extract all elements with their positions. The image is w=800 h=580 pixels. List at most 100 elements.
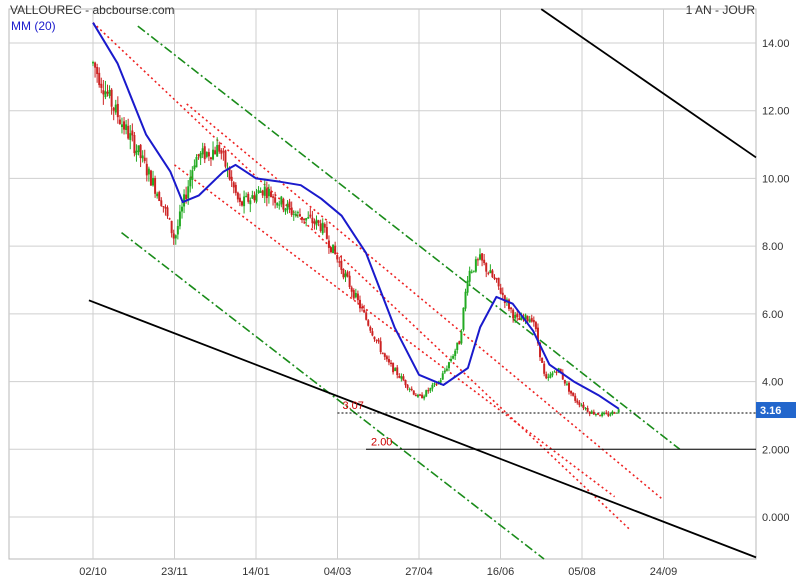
candle-body [123, 121, 126, 130]
candle-body [377, 339, 380, 342]
candle [139, 144, 142, 168]
candle-body [94, 62, 97, 68]
candle [580, 403, 583, 407]
candle [485, 262, 488, 278]
candle-body [356, 293, 359, 301]
candle [454, 348, 457, 360]
candle [532, 316, 535, 327]
candle [381, 352, 384, 355]
x-axis: 02/10 23/11 14/01 04/03 27/04 16/06 05/08 24/09 [79, 566, 677, 578]
candle [421, 392, 424, 399]
candle [470, 269, 473, 274]
candle-body [241, 201, 244, 206]
candle-body [404, 379, 407, 386]
candle-body [385, 356, 388, 360]
candle-body [551, 373, 554, 376]
candle [452, 354, 455, 360]
candle-body [371, 331, 374, 336]
candle [418, 393, 421, 397]
x-tick-label: 23/11 [161, 566, 188, 578]
candle [352, 288, 355, 301]
candle-body [375, 339, 378, 341]
candle-body [603, 412, 606, 414]
candle [392, 362, 395, 375]
candle-body [539, 342, 542, 358]
candle-body [402, 376, 405, 381]
candle [497, 277, 500, 290]
candle [547, 373, 550, 381]
candle-body [156, 193, 159, 197]
candle-body [334, 245, 337, 255]
candle [131, 123, 134, 142]
y-tick-label: 8.00 [762, 241, 783, 253]
candle-body [261, 190, 264, 196]
candle [412, 390, 415, 396]
y-tick-label: 0.000 [762, 512, 790, 524]
candle [586, 405, 589, 413]
candle [387, 355, 390, 366]
candle-body [410, 388, 413, 391]
candle [340, 255, 343, 275]
candle [594, 413, 597, 417]
candle-body [147, 168, 150, 175]
candle-body [507, 299, 510, 309]
candle [290, 201, 293, 217]
candle-body [189, 177, 192, 187]
candle [152, 170, 155, 187]
candle-body [499, 287, 502, 294]
candle [158, 190, 161, 202]
candle-body [414, 394, 417, 397]
candle [305, 217, 308, 227]
candle [590, 409, 593, 414]
candle-body [439, 380, 442, 383]
candle [149, 169, 152, 186]
candle [234, 182, 237, 196]
candle [468, 266, 471, 286]
candle [176, 219, 179, 240]
candle [145, 157, 148, 182]
candle [245, 192, 248, 198]
candle [601, 411, 604, 418]
candle-body [92, 62, 94, 64]
candle-body [605, 412, 608, 414]
candle [361, 303, 364, 312]
candle [129, 124, 132, 150]
candle [278, 200, 281, 210]
candle-body [104, 91, 107, 98]
x-tick-label: 27/04 [405, 566, 433, 578]
candle [377, 337, 380, 344]
candle-body [286, 203, 289, 210]
candle-body [435, 384, 438, 386]
candle [125, 120, 128, 135]
candle [447, 361, 450, 372]
candle [263, 178, 266, 204]
candle [222, 147, 225, 161]
candle [599, 414, 602, 417]
candle-body [257, 190, 260, 194]
candle-body [398, 376, 401, 378]
candle-body [100, 83, 103, 88]
candle-body [180, 206, 183, 212]
candle [425, 389, 428, 398]
candle-body [495, 278, 498, 280]
candle-body [139, 144, 142, 159]
candle [118, 115, 121, 125]
candle-body [145, 163, 148, 176]
candle [123, 117, 126, 135]
candle-body [247, 193, 250, 202]
candle [400, 373, 403, 382]
candle [321, 218, 324, 236]
candle [292, 210, 295, 221]
candle-body [197, 154, 200, 157]
candle-body [102, 90, 105, 95]
candle [516, 309, 519, 321]
candle [543, 360, 546, 377]
candle [332, 244, 335, 254]
candle [584, 407, 587, 411]
candle-body [387, 359, 390, 363]
last-price-label: 3.16 [760, 405, 781, 417]
candle-body [392, 362, 395, 373]
candle [545, 371, 548, 380]
candle [507, 298, 510, 312]
candle-body [400, 376, 403, 379]
